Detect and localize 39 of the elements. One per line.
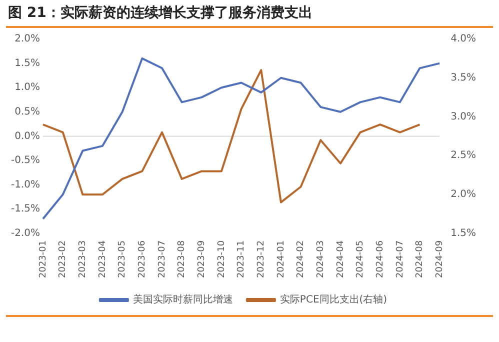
x-tick-label: 2024-01	[276, 240, 286, 278]
x-tick-label: 2024-09	[434, 240, 445, 278]
x-tick-label: 2024-05	[356, 240, 366, 278]
y-tick-label: 0.5%	[14, 106, 40, 118]
x-tick-label: 2024-06	[375, 240, 386, 278]
y2-tick-label: 3.5%	[450, 72, 476, 84]
y-tick-label: -0.5%	[11, 155, 40, 166]
x-tick-label: 2023-12	[256, 240, 266, 278]
y-tick-label: -1.5%	[11, 204, 40, 215]
x-tick-label: 2023-10	[216, 240, 227, 278]
x-tick-label: 2023-01	[38, 240, 48, 278]
y-tick-label: 1.5%	[14, 58, 40, 69]
y2-tick-label: 1.5%	[450, 228, 476, 239]
x-tick-label: 2024-08	[415, 240, 426, 278]
y2-tick-label: 3.0%	[450, 111, 476, 122]
x-tick-label: 2023-07	[157, 240, 168, 278]
x-tick-label: 2024-03	[316, 240, 326, 278]
y2-tick-label: 2.0%	[450, 189, 476, 200]
x-tick-label: 2024-07	[395, 240, 406, 278]
y2-tick-label: 4.0%	[450, 34, 476, 45]
x-tick-label: 2023-11	[236, 240, 247, 278]
y-tick-label: 1.0%	[14, 82, 40, 94]
y-tick-label: -2.0%	[11, 228, 40, 239]
x-tick-label: 2023-04	[98, 240, 108, 278]
x-tick-label: 2023-09	[196, 240, 207, 278]
x-tick-label: 2023-02	[58, 240, 68, 278]
x-tick-label: 2024-04	[336, 240, 346, 278]
y-tick-label: 2.0%	[14, 34, 40, 45]
x-tick-label: 2023-06	[138, 240, 148, 278]
x-tick-label: 2023-03	[78, 240, 88, 278]
y-tick-label: -1.0%	[11, 179, 40, 190]
y-tick-label: 0.0%	[14, 130, 40, 142]
x-tick-label: 2024-02	[296, 240, 306, 278]
y2-tick-label: 2.5%	[450, 150, 476, 162]
legend-label: 实际PCE同比支出(右轴)	[280, 294, 388, 306]
chart-title: 图 21：实际薪资的连续增长支撑了服务消费支出	[8, 4, 312, 22]
x-tick-label: 2023-05	[118, 240, 128, 278]
x-tick-label: 2023-08	[177, 240, 188, 278]
legend-label: 美国实际时薪同比增速	[132, 294, 233, 306]
